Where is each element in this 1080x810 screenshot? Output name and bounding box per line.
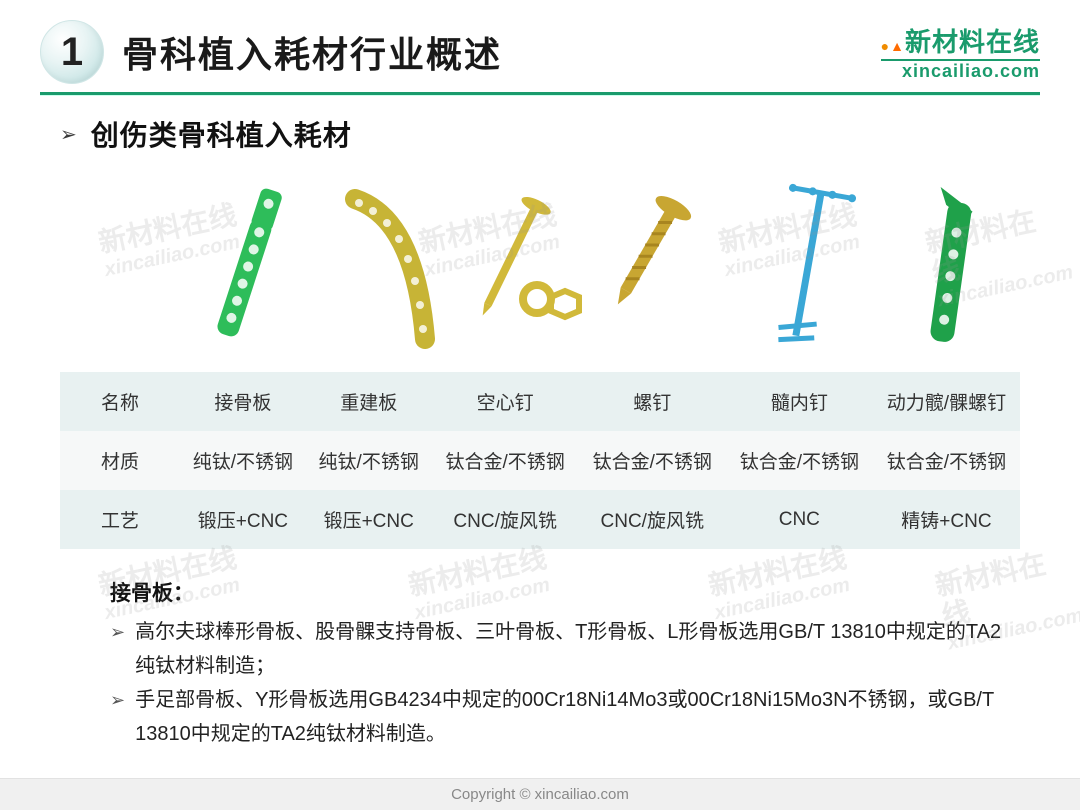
product-image-hollow-screw <box>460 164 600 364</box>
notes-list: ➢ 高尔夫球棒形骨板、股骨髁支持骨板、三叶骨板、T形骨板、L形骨板选用GB/T … <box>110 615 1010 751</box>
table-cell: CNC/旋风铣 <box>432 490 579 549</box>
table-cell: 接骨板 <box>180 372 306 431</box>
reconstruction-plate-icon <box>325 179 455 349</box>
table-cell: 空心钉 <box>432 372 579 431</box>
screw-icon <box>605 179 735 349</box>
product-image-dhs <box>880 164 1020 364</box>
header-rule-shadow <box>40 95 1040 96</box>
copyright-text: Copyright © xincailiao.com <box>451 786 629 803</box>
table-cell: 钛合金/不锈钢 <box>873 431 1020 490</box>
table-row-process: 工艺 锻压+CNC 锻压+CNC CNC/旋风铣 CNC/旋风铣 CNC 精铸+… <box>60 490 1020 549</box>
chapter-number: 1 <box>61 30 83 75</box>
slide-header: 1 骨科植入耗材行业概述 ●▲新材料在线 xincailiao.com <box>0 0 1080 92</box>
logo-text-top: ●▲新材料在线 <box>881 22 1040 59</box>
chevron-icon: ➢ <box>60 122 77 147</box>
table-cell: 锻压+CNC <box>306 490 432 549</box>
notes-block: 接骨板： ➢ 高尔夫球棒形骨板、股骨髁支持骨板、三叶骨板、T形骨板、L形骨板选用… <box>110 577 1010 751</box>
table-cell: CNC/旋风铣 <box>579 490 726 549</box>
table-cell: 髓内钉 <box>726 372 873 431</box>
table-cell: 钛合金/不锈钢 <box>432 431 579 490</box>
slide-footer: Copyright © xincailiao.com <box>0 778 1080 810</box>
table-cell: 精铸+CNC <box>873 490 1020 549</box>
row-label: 名称 <box>60 372 180 431</box>
note-text: 手足部骨板、Y形骨板选用GB4234中规定的00Cr18Ni14Mo3或00Cr… <box>135 683 1010 751</box>
plate-icon <box>190 179 310 349</box>
logo-text-bottom: xincailiao.com <box>881 59 1040 82</box>
product-image-screw <box>600 164 740 364</box>
table-cell: 钛合金/不锈钢 <box>726 431 873 490</box>
section-subtitle: 创伤类骨科植入耗材 <box>91 114 352 154</box>
table-cell: 锻压+CNC <box>180 490 306 549</box>
brand-logo: ●▲新材料在线 xincailiao.com <box>881 22 1040 82</box>
section-subhead: ➢ 创伤类骨科植入耗材 <box>60 114 1030 154</box>
product-image-row: 新材料在线xincailiao.com 新材料在线xincailiao.com … <box>60 164 1020 364</box>
row-header-spacer <box>60 164 180 364</box>
table-cell: CNC <box>726 490 873 549</box>
list-item: ➢ 高尔夫球棒形骨板、股骨髁支持骨板、三叶骨板、T形骨板、L形骨板选用GB/T … <box>110 615 1010 683</box>
product-image-plate <box>180 164 320 364</box>
table-cell: 螺钉 <box>579 372 726 431</box>
product-image-reconstruction-plate <box>320 164 460 364</box>
table-row-material: 材质 纯钛/不锈钢 纯钛/不锈钢 钛合金/不锈钢 钛合金/不锈钢 钛合金/不锈钢… <box>60 431 1020 490</box>
hollow-screw-icon <box>465 179 595 349</box>
dhs-icon <box>890 174 1010 354</box>
table-cell: 纯钛/不锈钢 <box>180 431 306 490</box>
table-cell: 钛合金/不锈钢 <box>579 431 726 490</box>
notes-title: 接骨板： <box>110 577 1010 607</box>
page-title: 骨科植入耗材行业概述 <box>122 26 502 78</box>
row-label: 材质 <box>60 431 180 490</box>
chapter-badge: 1 <box>40 20 104 84</box>
row-label: 工艺 <box>60 490 180 549</box>
product-image-intramedullary-nail <box>740 164 880 364</box>
chevron-icon: ➢ <box>110 685 125 751</box>
nail-icon <box>745 174 875 354</box>
list-item: ➢ 手足部骨板、Y形骨板选用GB4234中规定的00Cr18Ni14Mo3或00… <box>110 683 1010 751</box>
content-section: ➢ 创伤类骨科植入耗材 <box>0 114 1080 751</box>
product-spec-table: 名称 接骨板 重建板 空心钉 螺钉 髓内钉 动力髋/髁螺钉 材质 纯钛/不锈钢 … <box>60 372 1020 549</box>
table-cell: 纯钛/不锈钢 <box>306 431 432 490</box>
note-text: 高尔夫球棒形骨板、股骨髁支持骨板、三叶骨板、T形骨板、L形骨板选用GB/T 13… <box>135 615 1010 683</box>
table-row-name: 名称 接骨板 重建板 空心钉 螺钉 髓内钉 动力髋/髁螺钉 <box>60 372 1020 431</box>
chevron-icon: ➢ <box>110 617 125 683</box>
table-cell: 重建板 <box>306 372 432 431</box>
table-cell: 动力髋/髁螺钉 <box>873 372 1020 431</box>
